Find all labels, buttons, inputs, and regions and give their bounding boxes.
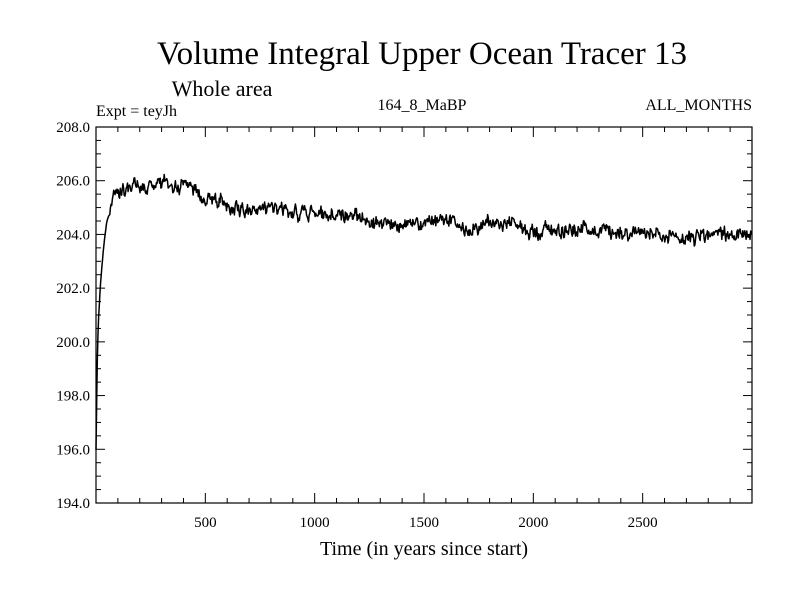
x-tick-label: 500	[194, 515, 217, 531]
chart-subtitle: Whole area	[172, 76, 273, 101]
months-label: ALL_MONTHS	[645, 97, 752, 114]
plot-frame	[95, 126, 753, 504]
series-layer	[95, 173, 753, 450]
run-label: 164_8_MaBP	[378, 97, 467, 114]
x-tick-label: 2000	[518, 515, 548, 531]
y-tick-label: 200.0	[56, 335, 90, 351]
y-tick-label: 204.0	[56, 227, 90, 243]
y-tick-label: 194.0	[56, 496, 90, 512]
x-axis-label: Time (in years since start)	[320, 538, 528, 560]
y-axis: 194.0 196.0 198.0 200.0 202.0 204.0 206.0 208.0	[56, 120, 752, 512]
y-tick-label: 202.0	[56, 281, 90, 297]
expt-label: Expt = teyJh	[96, 103, 177, 120]
chart-title: Volume Integral Upper Ocean Tracer 13	[157, 36, 687, 72]
x-tick-label: 1500	[409, 515, 439, 531]
y-tick-label: 208.0	[56, 120, 90, 136]
x-tick-label: 1000	[300, 515, 330, 531]
y-tick-label: 206.0	[56, 174, 90, 190]
y-tick-label: 196.0	[56, 442, 90, 458]
x-axis: 500 1000 1500 2000 2500	[117, 127, 731, 531]
y-tick-label: 198.0	[56, 389, 90, 405]
series-line	[95, 173, 753, 450]
x-tick-label: 2500	[628, 515, 658, 531]
